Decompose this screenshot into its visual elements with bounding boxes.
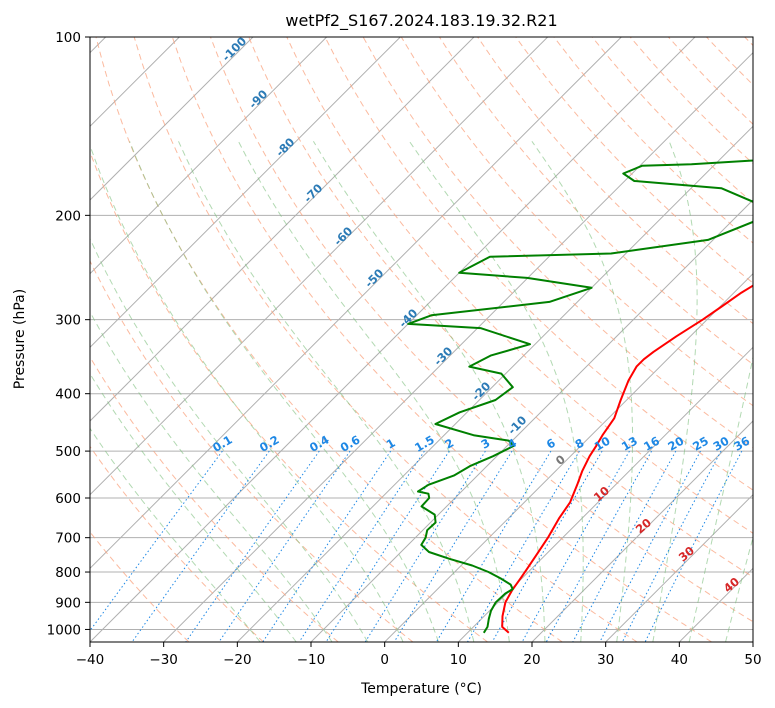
y-tick-label: 1000: [47, 622, 81, 638]
dry-adiabat-line: [133, 37, 638, 642]
moist-adiabat-line: [178, 141, 475, 642]
isotherm-line: [90, 37, 254, 201]
mixing-ratio-line: [644, 450, 743, 642]
dry-adiabat-line: [90, 356, 339, 642]
moist-adiabat-line: [90, 427, 261, 642]
x-axis-label: Temperature (°C): [360, 681, 482, 697]
mixing-ratio-line: [491, 450, 603, 642]
y-axis-ticks: 100 200 300 400 500 600 700 800 900 1000: [47, 30, 90, 638]
x-tick-label: 10: [450, 652, 467, 668]
x-tick-label: −30: [149, 652, 178, 668]
isotherm-line: [531, 420, 753, 642]
dry-adiabat-line: [90, 259, 414, 642]
moist-adiabat-line: [531, 141, 633, 642]
isotherm-line: [457, 346, 753, 642]
dry-adiabat-line: [515, 37, 753, 284]
moist-adiabat-line: [90, 237, 369, 642]
y-tick-label: 800: [55, 565, 81, 581]
x-tick-label: −20: [223, 652, 252, 668]
mixing-ratio-label: 10: [592, 434, 613, 454]
y-tick-label: 400: [55, 387, 81, 403]
dry-adiabat-line: [248, 37, 753, 578]
mixing-ratio-line: [262, 450, 392, 642]
isotherm-line: [163, 51, 753, 642]
dry-adiabat-line: [210, 37, 753, 623]
mixing-ratio-line: [521, 450, 630, 642]
moist-adiabat-line: [129, 141, 439, 642]
mixing-ratio-label: 25: [690, 434, 711, 454]
dry-adiabat-line: [324, 37, 753, 491]
isotherm-line: [90, 37, 622, 570]
moist-adiabat-line: [408, 141, 584, 642]
moist-adiabat-line: [90, 372, 297, 642]
y-tick-label: 600: [55, 491, 81, 507]
moist-adiabat-line: [90, 144, 404, 642]
y-tick-label: 300: [55, 313, 81, 329]
y-tick-label: 900: [55, 595, 81, 611]
dewpoint-line: [407, 159, 753, 634]
mixing-ratio-line: [545, 450, 653, 642]
mixing-ratio-label: 30: [711, 434, 732, 454]
mixing-ratio-line: [298, 450, 425, 642]
mixing-ratio-label: 36: [731, 434, 752, 454]
dry-adiabat-line: [90, 445, 264, 642]
mixing-ratio-line: [599, 450, 701, 642]
isotherm-line: [90, 37, 549, 496]
isotherm-line: [384, 272, 753, 642]
mixing-ratio-label: 20: [665, 434, 686, 454]
dry-adiabat-line: [286, 37, 753, 534]
isotherm-line: [236, 125, 753, 642]
moist-adiabat-line: [312, 141, 546, 642]
isotherm-line: [90, 37, 401, 349]
y-axis-label: Pressure (hPa): [12, 289, 28, 389]
x-tick-label: 30: [597, 652, 614, 668]
moist-adiabat-line: [90, 310, 333, 642]
x-tick-label: 20: [523, 652, 540, 668]
mixing-ratio-line: [185, 450, 320, 642]
x-tick-label: −10: [297, 652, 326, 668]
series-layer: [407, 159, 753, 634]
chart-title: wetPf2_S167.2024.183.19.32.R21: [285, 11, 557, 31]
x-tick-label: 40: [671, 652, 688, 668]
x-tick-label: −40: [76, 652, 105, 668]
y-tick-label: 700: [55, 531, 81, 547]
y-tick-label: 100: [55, 30, 81, 46]
temperature-line: [501, 284, 753, 634]
mixing-ratio-line: [621, 450, 722, 642]
mixing-ratio-label: 13: [619, 434, 640, 454]
moist-adiabat-line: [652, 141, 698, 642]
mixing-ratio-line: [572, 450, 677, 642]
mixing-ratio-line: [90, 450, 223, 632]
mixing-ratio-line: [218, 450, 351, 642]
mixing-ratio-label: 16: [641, 434, 662, 454]
x-tick-label: 50: [744, 652, 761, 668]
mixing-ratio-line: [393, 450, 513, 642]
y-tick-label: 200: [55, 208, 81, 224]
plot-frame: [89, 36, 754, 643]
isotherm-line: [90, 37, 696, 642]
background-lines: [90, 37, 753, 642]
x-tick-label: 0: [380, 652, 389, 668]
isotherm-line: [90, 37, 328, 275]
x-axis-ticks: −40 −30 −20 −10 0 10 20 30 40 50: [76, 642, 762, 668]
isotherm-line: [605, 493, 753, 642]
y-tick-label: 500: [55, 444, 81, 460]
dry-adiabat-line: [171, 37, 712, 642]
isotherm-line: [90, 37, 475, 422]
